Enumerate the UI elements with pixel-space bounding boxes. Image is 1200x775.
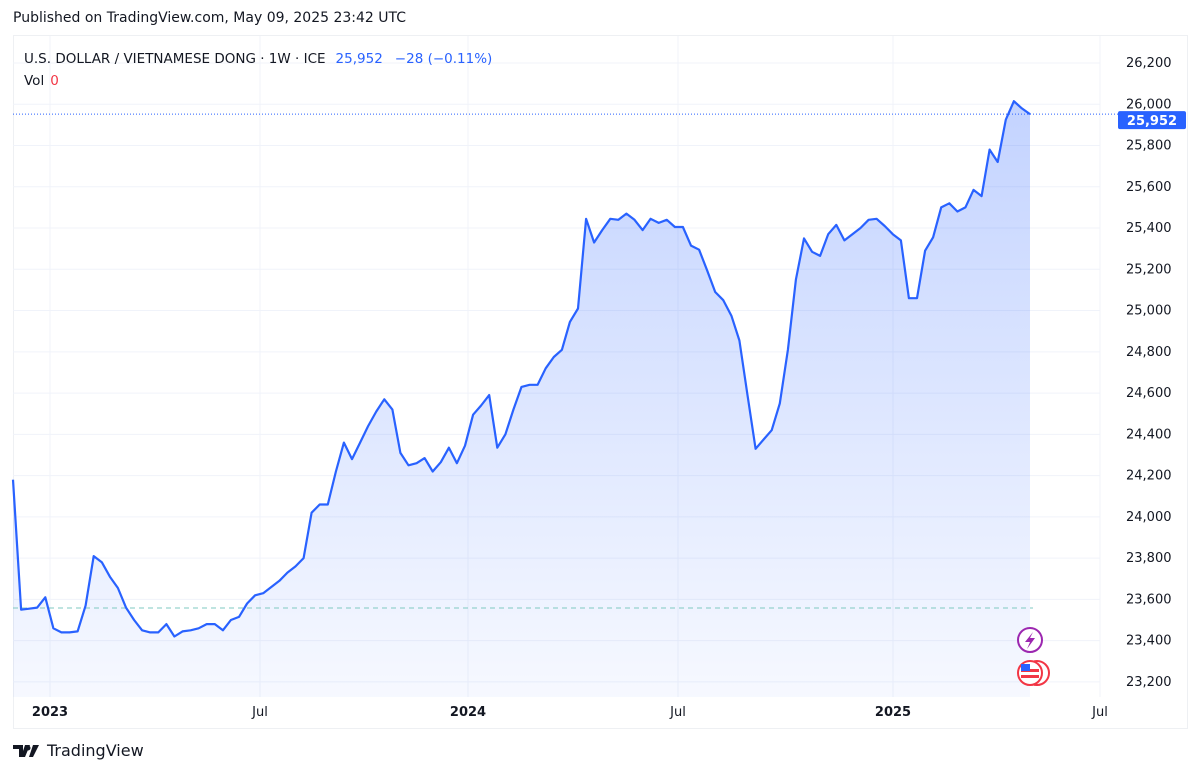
tradingview-logo-icon [13,744,39,757]
published-caption: Published on TradingView.com, May 09, 20… [13,10,407,26]
y-tick-label: 24,000 [1126,510,1172,525]
x-tick-label: Jul [669,705,686,720]
flag-canton [1021,664,1030,671]
price-change: −28 (−0.11%) [394,51,493,67]
x-tick-label: 2025 [875,705,911,720]
y-tick-label: 25,800 [1126,139,1172,154]
lightning-icon [1025,632,1035,649]
chart-frame [13,35,1188,729]
symbol-title[interactable]: U.S. DOLLAR / VIETNAMESE DONG · 1W · ICE [24,51,326,67]
flag-stripe [1021,675,1039,678]
last-price-label: 25,952 [1127,114,1177,129]
volume-label: Vol [24,73,45,89]
y-tick-label: 24,400 [1126,427,1172,442]
area-fill [13,101,1030,697]
y-tick-label: 26,000 [1126,97,1172,112]
x-tick-label: Jul [251,705,268,720]
y-tick-label: 24,200 [1126,469,1172,484]
y-tick-label: 25,400 [1126,221,1172,236]
x-tick-label: 2023 [32,705,68,720]
x-tick-label: 2024 [450,705,486,720]
y-tick-label: 25,200 [1126,262,1172,277]
x-tick-label: Jul [1091,705,1108,720]
y-tick-label: 23,200 [1126,675,1172,690]
price-line [11,100,1031,638]
y-tick-label: 23,400 [1126,634,1172,649]
y-tick-label: 24,600 [1126,386,1172,401]
tradingview-logo[interactable]: TradingView [13,741,144,760]
y-tick-label: 24,800 [1126,345,1172,360]
legend: U.S. DOLLAR / VIETNAMESE DONG · 1W · ICE… [24,48,492,92]
last-price-label-bg [1118,111,1186,130]
y-tick-label: 25,600 [1126,180,1172,195]
last-price: 25,952 [335,51,383,67]
volume-value: 0 [50,73,59,89]
y-tick-label: 25,000 [1126,304,1172,319]
y-tick-label: 23,800 [1126,551,1172,566]
y-tick-label: 26,200 [1126,56,1172,71]
brand-name: TradingView [47,741,144,760]
y-tick-label: 23,600 [1126,592,1172,607]
